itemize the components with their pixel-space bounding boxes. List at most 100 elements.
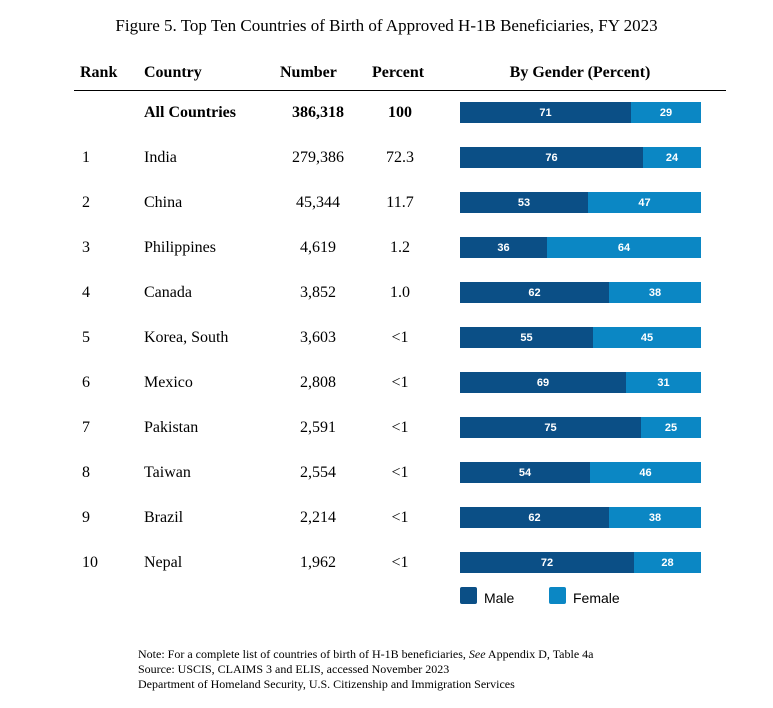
bar-segment-female: 29 [631, 102, 701, 123]
gender-bar: 71 29 [460, 102, 701, 123]
bar-segment-female: 47 [588, 192, 701, 213]
table-row: 5 Korea, South 3,603 <1 55 45 [0, 327, 773, 351]
number-cell: 2,808 [300, 374, 336, 391]
table-row: 4 Canada 3,852 1.0 62 38 [0, 282, 773, 306]
bar-segment-male: 55 [460, 327, 593, 348]
rank-cell: 3 [82, 239, 90, 256]
bar-segment-male: 36 [460, 237, 547, 258]
bar-segment-female: 64 [547, 237, 701, 258]
table-row: 8 Taiwan 2,554 <1 54 46 [0, 462, 773, 486]
rank-cell: 5 [82, 329, 90, 346]
table-row: 6 Mexico 2,808 <1 69 31 [0, 372, 773, 396]
bar-segment-male: 62 [460, 507, 609, 528]
gender-bar: 62 38 [460, 282, 701, 303]
legend-male-label: Male [484, 590, 515, 606]
bar-segment-male: 53 [460, 192, 588, 213]
bar-segment-female: 46 [590, 462, 701, 483]
country-cell: India [144, 149, 177, 166]
bar-segment-female: 45 [593, 327, 701, 348]
percent-cell: 11.7 [386, 194, 414, 211]
note-line: Note: For a complete list of countries o… [138, 647, 594, 662]
header-rank: Rank [80, 64, 118, 81]
number-cell: 386,318 [292, 104, 344, 121]
percent-cell: 100 [388, 104, 412, 121]
number-cell: 2,554 [300, 464, 336, 481]
percent-cell: <1 [391, 419, 409, 436]
country-cell: Korea, South [144, 329, 229, 346]
header-by-gender: By Gender (Percent) [509, 64, 651, 81]
percent-cell: <1 [391, 329, 409, 346]
note-suffix: Appendix D, Table 4a [485, 647, 594, 661]
country-cell: Mexico [144, 374, 193, 391]
legend-male-swatch [460, 586, 477, 604]
gender-bar: 36 64 [460, 237, 701, 258]
bar-segment-male: 76 [460, 147, 643, 168]
bar-segment-male: 71 [460, 102, 631, 123]
country-cell: Canada [144, 284, 192, 301]
rank-cell: 4 [82, 284, 90, 301]
rank-cell: 10 [82, 554, 98, 571]
table-row: 10 Nepal 1,962 <1 72 28 [0, 552, 773, 576]
rank-cell: 8 [82, 464, 90, 481]
rank-cell: 1 [82, 149, 90, 166]
chart-title: Figure 5. Top Ten Countries of Birth of … [115, 16, 658, 35]
number-cell: 45,344 [296, 194, 340, 211]
gender-bar: 69 31 [460, 372, 701, 393]
legend-female-label: Female [573, 590, 620, 606]
bar-segment-female: 38 [609, 282, 701, 303]
gender-bar: 53 47 [460, 192, 701, 213]
country-cell: Pakistan [144, 419, 199, 436]
department-line: Department of Homeland Security, U.S. Ci… [138, 677, 515, 691]
note-see: See [468, 647, 486, 661]
table-row: 3 Philippines 4,619 1.2 36 64 [0, 237, 773, 261]
bar-segment-female: 31 [626, 372, 701, 393]
legend-female-swatch [549, 586, 566, 604]
table-row: 9 Brazil 2,214 <1 62 38 [0, 507, 773, 531]
number-cell: 3,852 [300, 284, 336, 301]
header-percent: Percent [372, 64, 425, 81]
legend-female: Female [549, 586, 620, 606]
gender-bar: 55 45 [460, 327, 701, 348]
percent-cell: <1 [391, 374, 409, 391]
percent-cell: 1.0 [390, 284, 410, 301]
gender-bar: 75 25 [460, 417, 701, 438]
gender-bar: 54 46 [460, 462, 701, 483]
header-rule [74, 90, 726, 91]
country-cell: Brazil [144, 509, 184, 526]
number-cell: 3,603 [300, 329, 336, 346]
country-cell: All Countries [144, 104, 236, 121]
percent-cell: <1 [391, 554, 409, 571]
bar-segment-female: 24 [643, 147, 701, 168]
percent-cell: <1 [391, 509, 409, 526]
number-cell: 2,591 [300, 419, 336, 436]
bar-segment-male: 69 [460, 372, 626, 393]
country-cell: Nepal [144, 554, 183, 571]
number-cell: 2,214 [300, 509, 336, 526]
table-row-total: All Countries 386,318 100 71 29 [0, 102, 773, 126]
gender-bar: 76 24 [460, 147, 701, 168]
country-cell: Taiwan [144, 464, 191, 481]
country-cell: China [144, 194, 183, 211]
bar-segment-male: 54 [460, 462, 590, 483]
bar-segment-male: 62 [460, 282, 609, 303]
note-prefix: Note: For a complete list of countries o… [138, 647, 469, 661]
number-cell: 1,962 [300, 554, 336, 571]
table-row: 1 India 279,386 72.3 76 24 [0, 147, 773, 171]
percent-cell: <1 [391, 464, 409, 481]
gender-bar: 72 28 [460, 552, 701, 573]
bar-segment-female: 28 [634, 552, 701, 573]
gender-bar: 62 38 [460, 507, 701, 528]
rank-cell: 2 [82, 194, 90, 211]
legend-male: Male [460, 586, 515, 606]
source-line: Source: USCIS, CLAIMS 3 and ELIS, access… [138, 662, 450, 676]
notes: Note: For a complete list of countries o… [138, 647, 594, 692]
bar-segment-female: 25 [641, 417, 701, 438]
header-country: Country [144, 64, 202, 81]
table-row: 7 Pakistan 2,591 <1 75 25 [0, 417, 773, 441]
rank-cell: 6 [82, 374, 90, 391]
bar-segment-male: 72 [460, 552, 634, 573]
bar-segment-male: 75 [460, 417, 641, 438]
number-cell: 279,386 [292, 149, 344, 166]
table-row: 2 China 45,344 11.7 53 47 [0, 192, 773, 216]
rank-cell: 7 [82, 419, 90, 436]
